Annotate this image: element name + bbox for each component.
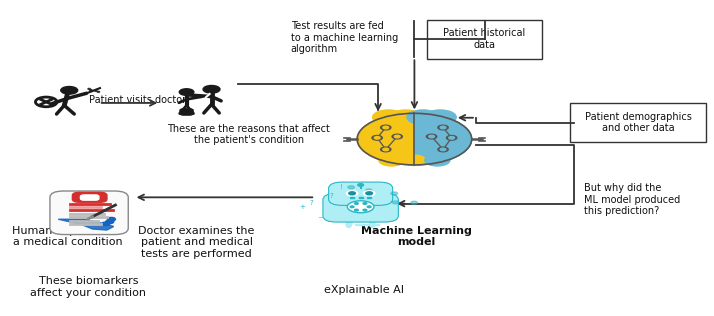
Circle shape	[426, 134, 437, 139]
Text: These biomarkers
affect your condition: These biomarkers affect your condition	[30, 276, 146, 298]
Circle shape	[106, 220, 114, 224]
Circle shape	[95, 90, 97, 91]
Bar	[367, 197, 371, 198]
Circle shape	[350, 206, 354, 208]
Circle shape	[366, 189, 372, 192]
Circle shape	[88, 88, 90, 89]
Circle shape	[438, 147, 448, 152]
Text: !: !	[340, 184, 343, 190]
Circle shape	[367, 206, 371, 208]
Text: But why did the
ML model produced
this prediction?: But why did the ML model produced this p…	[584, 183, 680, 216]
FancyBboxPatch shape	[180, 109, 193, 115]
Circle shape	[407, 110, 439, 125]
Circle shape	[381, 125, 391, 130]
Text: Patient demographics
and other data: Patient demographics and other data	[585, 112, 692, 133]
Text: ?: ?	[330, 193, 333, 199]
Circle shape	[363, 191, 375, 196]
Text: Patient historical
data: Patient historical data	[443, 28, 526, 50]
Circle shape	[203, 86, 220, 93]
Circle shape	[411, 201, 418, 204]
Wedge shape	[414, 113, 472, 165]
Circle shape	[381, 147, 391, 152]
Circle shape	[392, 134, 403, 139]
Circle shape	[107, 217, 116, 221]
Circle shape	[90, 91, 93, 92]
Circle shape	[97, 91, 99, 92]
Circle shape	[373, 110, 405, 125]
Circle shape	[358, 184, 363, 186]
Polygon shape	[64, 226, 107, 233]
Circle shape	[348, 192, 356, 195]
Bar	[358, 197, 363, 198]
Circle shape	[179, 89, 194, 95]
Bar	[366, 224, 378, 225]
Circle shape	[390, 110, 422, 125]
Circle shape	[347, 201, 374, 213]
Text: ?: ?	[310, 200, 313, 206]
Circle shape	[372, 136, 382, 140]
Bar	[350, 197, 354, 198]
Text: Test results are fed
to a machine learning
algorithm: Test results are fed to a machine learni…	[291, 21, 398, 54]
FancyBboxPatch shape	[323, 193, 398, 222]
Text: Patient visits doctor: Patient visits doctor	[89, 95, 186, 105]
Circle shape	[354, 203, 358, 204]
Circle shape	[446, 136, 457, 140]
Circle shape	[424, 110, 456, 125]
Circle shape	[440, 148, 446, 151]
Circle shape	[363, 203, 367, 204]
Circle shape	[391, 192, 398, 195]
FancyBboxPatch shape	[570, 103, 706, 142]
Circle shape	[379, 155, 404, 166]
Text: +: +	[299, 204, 305, 210]
FancyBboxPatch shape	[427, 20, 542, 59]
Circle shape	[425, 155, 450, 166]
Circle shape	[383, 126, 388, 129]
Circle shape	[348, 186, 354, 189]
Polygon shape	[58, 219, 114, 230]
FancyBboxPatch shape	[50, 191, 129, 234]
Text: These are the reasons that affect
the patient's condition: These are the reasons that affect the pa…	[168, 124, 331, 145]
Circle shape	[366, 192, 373, 195]
Circle shape	[428, 135, 434, 138]
Bar	[355, 224, 367, 225]
Circle shape	[394, 135, 400, 138]
Wedge shape	[357, 113, 414, 165]
Circle shape	[392, 201, 399, 204]
Circle shape	[383, 148, 388, 151]
Circle shape	[440, 126, 446, 129]
Text: ~: ~	[318, 215, 323, 221]
Circle shape	[89, 89, 92, 90]
FancyBboxPatch shape	[72, 192, 107, 202]
Text: Human experiences
a medical condition: Human experiences a medical condition	[11, 226, 123, 247]
Text: eXplainable AI: eXplainable AI	[324, 285, 404, 295]
Circle shape	[363, 209, 367, 211]
FancyBboxPatch shape	[328, 182, 393, 205]
Circle shape	[101, 222, 110, 226]
Text: Doctor examines the
patient and medical
tests are performed: Doctor examines the patient and medical …	[139, 226, 255, 259]
Circle shape	[449, 137, 455, 139]
Circle shape	[374, 137, 380, 139]
Circle shape	[61, 87, 78, 94]
Circle shape	[346, 191, 358, 196]
Circle shape	[438, 125, 448, 130]
Circle shape	[403, 155, 426, 166]
Circle shape	[354, 209, 358, 211]
Text: Machine Learning
model: Machine Learning model	[361, 226, 472, 247]
FancyBboxPatch shape	[81, 195, 99, 200]
